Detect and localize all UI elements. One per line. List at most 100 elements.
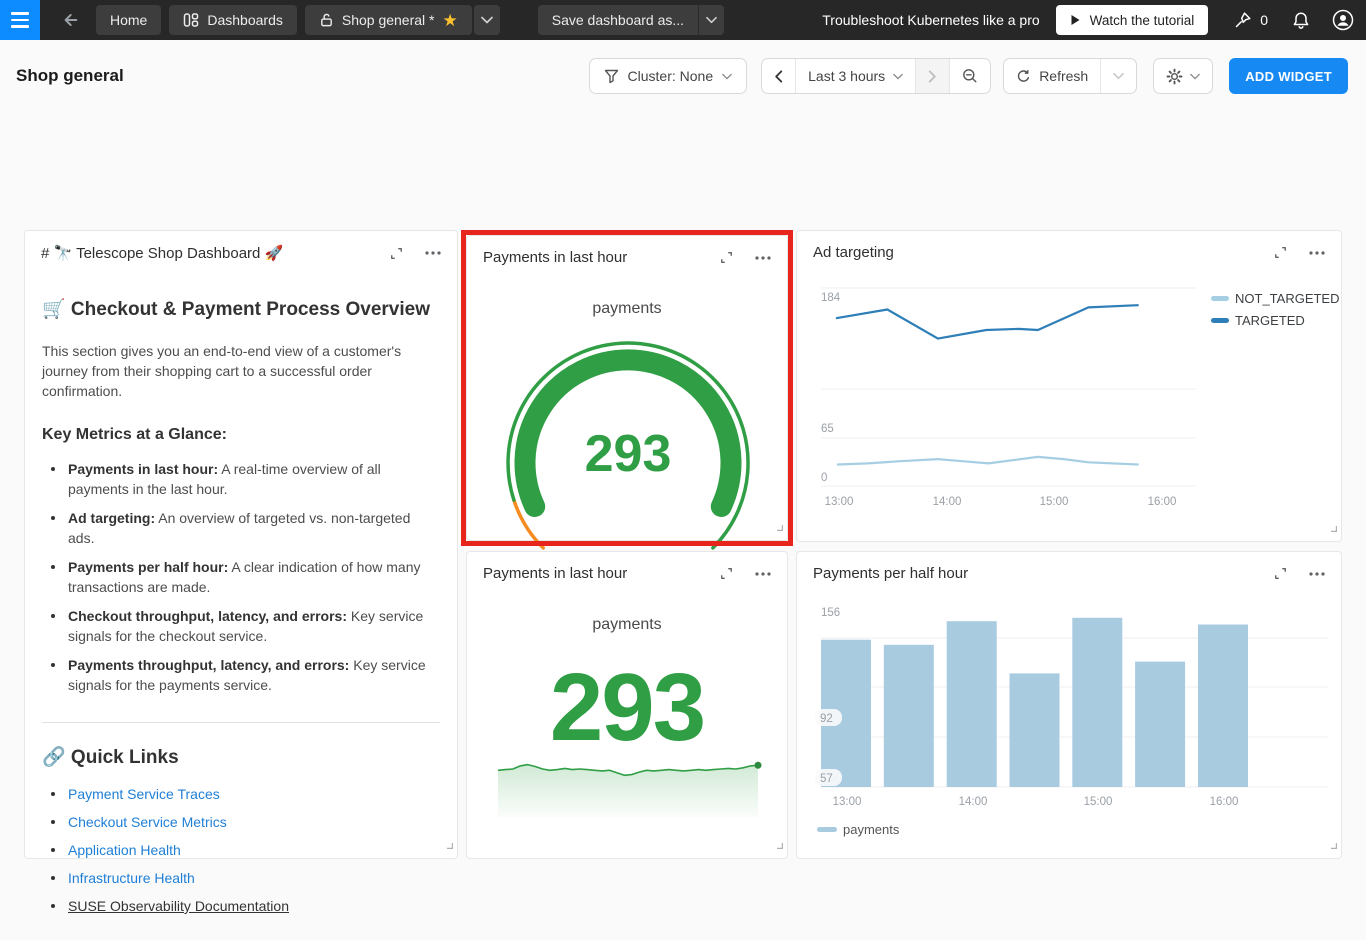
promo-text: Troubleshoot Kubernetes like a pro xyxy=(822,12,1040,28)
time-forward-button[interactable] xyxy=(915,59,950,93)
pinned-items-button[interactable]: 0 xyxy=(1234,11,1268,29)
save-dashboard-as-label: Save dashboard as... xyxy=(551,12,685,28)
unlock-icon xyxy=(320,13,332,27)
favorite-star-icon[interactable]: ★ xyxy=(442,10,458,30)
dashboards-grid-icon xyxy=(184,13,199,27)
time-range-label: Last 3 hours xyxy=(808,68,886,84)
save-dashboard-as-button[interactable]: Save dashboard as... xyxy=(537,5,699,35)
legend-label: NOT_TARGETED xyxy=(1235,291,1340,306)
save-dashboard-menu-button[interactable] xyxy=(698,5,725,35)
resize-handle[interactable] xyxy=(774,836,784,854)
cluster-filter-button[interactable]: Cluster: None xyxy=(588,58,748,94)
expand-widget-icon[interactable] xyxy=(1274,567,1287,580)
widget-title: # 🔭 Telescope Shop Dashboard 🚀 xyxy=(41,245,284,262)
hamburger-menu-button[interactable] xyxy=(0,0,40,40)
x-tick: 14:00 xyxy=(933,496,962,508)
top-navigation-bar: Home Dashboards Shop general * ★ Save da… xyxy=(0,0,1366,40)
resize-handle[interactable] xyxy=(774,518,784,536)
link-checkout-service-metrics[interactable]: Checkout Service Metrics xyxy=(68,814,227,830)
list-item: Checkout Service Metrics xyxy=(42,812,440,832)
svg-text:57: 57 xyxy=(820,773,833,785)
page-title: Shop general xyxy=(16,66,124,85)
expand-widget-icon[interactable] xyxy=(390,247,403,260)
x-tick: 15:00 xyxy=(1084,796,1113,808)
chart-legend: payments xyxy=(817,822,899,837)
chevron-down-icon xyxy=(722,73,732,80)
user-avatar[interactable] xyxy=(1332,9,1354,31)
legend-swatch xyxy=(1211,318,1229,323)
pin-icon xyxy=(1235,12,1251,28)
time-range-button[interactable]: Last 3 hours xyxy=(795,59,915,93)
chevron-left-icon xyxy=(775,69,783,83)
legend-item-payments[interactable]: payments xyxy=(817,822,899,837)
back-button[interactable] xyxy=(54,5,84,35)
chart-legend: NOT_TARGETED TARGETED xyxy=(1211,291,1340,328)
link-application-health[interactable]: Application Health xyxy=(68,842,181,858)
link-suse-observability-docs[interactable]: SUSE Observability Documentation xyxy=(68,898,289,914)
link-payment-service-traces[interactable]: Payment Service Traces xyxy=(68,786,220,802)
quick-links-heading: 🔗 Quick Links xyxy=(42,747,179,768)
sparkline-series xyxy=(497,761,762,817)
tabs-overflow-button[interactable] xyxy=(473,5,500,35)
key-metrics-heading: Key Metrics at a Glance: xyxy=(42,426,227,443)
widget-menu-icon[interactable] xyxy=(425,251,441,255)
avatar-icon xyxy=(1332,9,1354,31)
resize-handle[interactable] xyxy=(1328,836,1338,854)
play-icon xyxy=(1071,15,1080,25)
expand-widget-icon[interactable] xyxy=(720,251,733,264)
refresh-button[interactable]: Refresh xyxy=(1004,59,1100,93)
notifications-button[interactable] xyxy=(1292,11,1310,30)
save-dashboard-group: Save dashboard as... xyxy=(537,5,725,35)
refresh-interval-button[interactable] xyxy=(1100,59,1136,93)
bar-series-group xyxy=(821,617,1248,787)
ad-targeting-line-chart: 184 65 0 13:00 14:00 15:00 16:00 xyxy=(821,287,1196,508)
dashboard-settings-button[interactable] xyxy=(1153,58,1214,94)
legend-item-targeted[interactable]: TARGETED xyxy=(1211,313,1340,328)
chevron-down-icon xyxy=(893,73,904,80)
list-item: Payment Service Traces xyxy=(42,784,440,804)
y-tick-pill: 92 xyxy=(815,709,842,726)
expand-widget-icon[interactable] xyxy=(1274,246,1287,259)
payments-sparkline-chart xyxy=(497,761,762,817)
cluster-filter-label: Cluster: None xyxy=(627,68,714,84)
divider xyxy=(42,722,440,723)
y-tick: 156 xyxy=(821,607,840,619)
watch-tutorial-label: Watch the tutorial xyxy=(1089,12,1195,28)
gauge-value: 293 xyxy=(585,425,672,483)
tab-dashboards[interactable]: Dashboards xyxy=(169,5,297,35)
svg-text:92: 92 xyxy=(820,713,833,725)
legend-item-not-targeted[interactable]: NOT_TARGETED xyxy=(1211,291,1340,306)
tab-home[interactable]: Home xyxy=(96,5,162,35)
widget-menu-icon[interactable] xyxy=(1309,250,1325,255)
zoom-out-time-button[interactable] xyxy=(949,59,990,93)
key-metrics-list: Payments in last hour: A real-time overv… xyxy=(42,459,440,695)
resize-handle[interactable] xyxy=(1328,519,1338,537)
widget-menu-icon[interactable] xyxy=(755,255,771,260)
time-back-button[interactable] xyxy=(762,59,795,93)
widget-title: Payments in last hour xyxy=(483,249,628,266)
widget-payments-gauge: Payments in last hour payments 293 xyxy=(466,235,788,550)
resize-handle[interactable] xyxy=(444,836,454,854)
payments-current-value: 293 xyxy=(549,654,706,761)
link-infrastructure-health[interactable]: Infrastructure Health xyxy=(68,870,195,886)
widget-menu-icon[interactable] xyxy=(755,571,771,576)
payments-gauge-chart: 293 xyxy=(506,341,750,550)
list-item: Checkout throughput, latency, and errors… xyxy=(42,606,440,646)
y-tick: 184 xyxy=(821,292,841,304)
tab-home-label: Home xyxy=(110,12,148,28)
back-arrow-icon xyxy=(64,13,78,27)
widget-menu-icon[interactable] xyxy=(1309,571,1325,576)
widget-ad-targeting: Ad targeting 184 65 0 13:00 14:00 15:00 … xyxy=(796,230,1342,542)
x-tick: 14:00 xyxy=(959,796,988,808)
tab-shop-general[interactable]: Shop general * ★ xyxy=(304,5,472,35)
payments-bar-chart: 156 92 57 13:00 14:00 15:00 16:00 xyxy=(815,607,1328,808)
widget-title: Payments per half hour xyxy=(813,565,969,582)
add-widget-button[interactable]: ADD WIDGET xyxy=(1229,58,1348,94)
metric-name: payments xyxy=(592,616,662,633)
list-item: Payments throughput, latency, and errors… xyxy=(42,655,440,695)
legend-swatch xyxy=(817,827,837,832)
watch-tutorial-button[interactable]: Watch the tutorial xyxy=(1055,5,1209,35)
expand-widget-icon[interactable] xyxy=(720,567,733,580)
chevron-down-icon xyxy=(480,16,493,24)
pin-count: 0 xyxy=(1260,12,1268,28)
